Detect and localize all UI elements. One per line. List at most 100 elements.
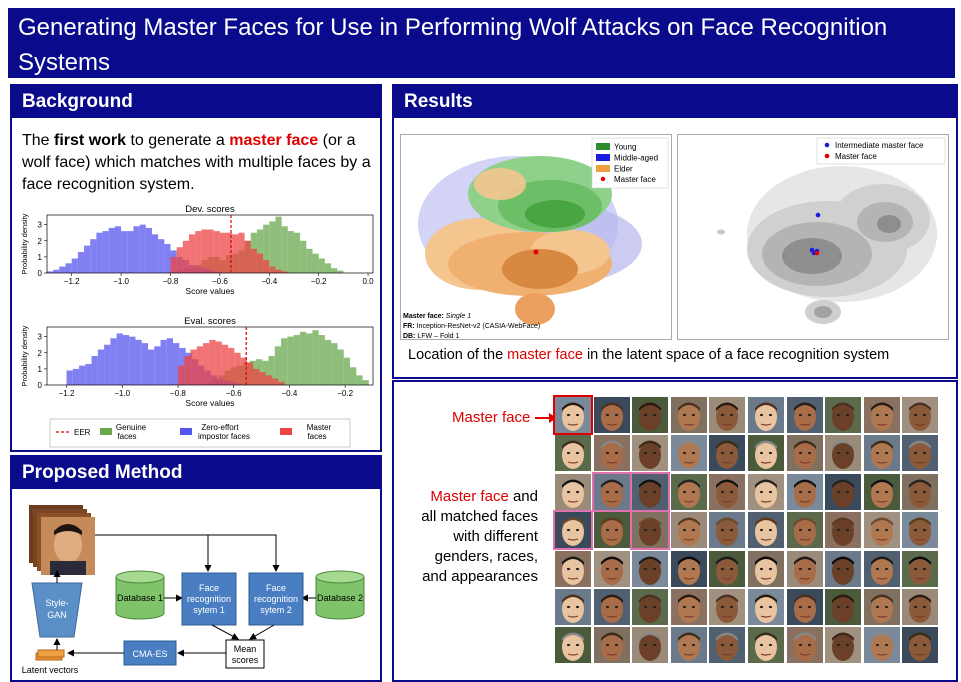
frs1-l2: recognition [187,594,231,604]
histogram-bar [196,346,204,385]
histogram-bar [145,227,152,273]
stylegan-label-1: Style- [45,598,68,608]
mean-l2: scores [232,655,259,665]
histogram-bar [312,330,319,385]
histogram-bar [79,365,86,385]
matched-faces-description: Master face and all matched faces with d… [421,488,538,585]
histogram-bar [240,357,247,385]
matched-face-thumbnail [786,435,823,472]
histogram-bar [281,271,288,273]
x-tick-label: −0.8 [163,277,179,286]
histogram-bar [129,336,136,385]
histogram-bar [96,232,103,273]
y-tick-label: 2 [38,237,43,246]
histogram-bar [141,343,149,385]
matched-face-thumbnail [748,473,784,510]
matched-faces-grid [553,395,942,667]
histogram-bar [228,347,235,385]
histogram-bar [184,356,191,385]
method-heading: Proposed Method [12,457,380,489]
bg-text-post: (or a wolf face) which matches with mult… [22,132,371,193]
matched-face-thumbnail [748,550,784,587]
matched-face-thumbnail [863,473,900,510]
info-master: Master face: Single 1 [403,313,471,320]
legend-intermediate: Intermediate master face [835,141,924,150]
x-tick-label: −0.4 [282,389,298,398]
mean-l1: Mean [234,644,257,654]
y-tick-label: 2 [38,349,43,358]
matched-face-thumbnail [786,627,823,664]
face-recognition-system-1: Face recognition sytem 1 [181,572,237,626]
histogram-bar [324,263,332,273]
histogram-bar [234,352,241,385]
results-panel: Results Young Middle-aged Elder Master f… [392,84,958,379]
histogram-bar [133,226,140,273]
x-axis-label: Score values [185,398,234,408]
histogram-bar [104,344,111,385]
poster-title: Generating Master Faces for Use in Perfo… [8,8,955,78]
matched-face-thumbnail [593,589,630,625]
histogram-bar [59,266,66,273]
matched-face-thumbnail [709,627,746,664]
matched-face-thumbnail [709,473,746,510]
bg-text-mid: to generate a [126,132,230,149]
grid-master-face-label: Master face [452,409,531,426]
matched-face-thumbnail [670,589,707,625]
matched-face-thumbnail [593,397,630,433]
x-tick-label: −1.2 [59,389,75,398]
latent-label: Latent vectors [22,665,79,675]
histogram-bar [306,248,313,273]
legend-middle-aged: Middle-aged [614,154,658,163]
matched-face-thumbnail [555,550,591,587]
x-axis-label: Score values [185,286,234,296]
histogram-bar [189,234,196,273]
histogram-bar [275,269,282,273]
matched-face-thumbnail [670,512,707,549]
histogram-bar [66,370,73,385]
x-tick-label: −0.6 [226,389,242,398]
matched-face-highlight [553,510,593,551]
histogram-bar [85,364,92,385]
histogram-bar [250,248,257,273]
age-legend: Young Middle-aged Elder Master face [591,137,669,189]
matched-face-thumbnail [863,397,900,433]
database-2-label: Database 2 [317,593,363,603]
x-tick-label: −0.8 [170,389,186,398]
histogram-bar [337,349,344,385]
histogram-bar [331,343,338,385]
matched-face-thumbnail [863,589,900,625]
legend-young: Young [614,143,636,152]
bg-text-pre: The [22,132,55,149]
histogram-bar [154,346,161,385]
matched-face-thumbnail [670,397,707,433]
matched-face-thumbnail [593,435,630,472]
histogram-bar [232,234,239,273]
latent-space-age-plot: Young Middle-aged Elder Master face Mast… [400,134,672,340]
chart-title: Eval. scores [184,316,236,327]
latent-space-optimization-plot: Intermediate master face Master face [677,134,949,340]
dev-scores-chart: Dev. scores −1.2 −1.0 −0.8 −0.6 −0.4 −0.2 0.0 0 1… [20,204,374,448]
histogram-bar [102,231,109,273]
latent-caption-master-face: master face [507,347,583,363]
matched-face-thumbnail [555,397,591,433]
matched-face-thumbnail [632,397,669,433]
histogram-bar [201,229,208,273]
matched-face-thumbnail [786,397,823,433]
histogram-bar [269,221,276,273]
master-face-highlight [553,395,593,435]
background-panel: Background The first work to generate a … [10,84,382,452]
matched-face-thumbnail [593,627,630,664]
matched-face-thumbnail [670,473,707,510]
bg-text-bold: first work [54,132,127,149]
legend-elder: Elder [614,165,633,174]
histogram-bar [253,368,260,385]
chart-title: Dev. scores [185,204,235,215]
histogram-bar [121,231,128,273]
matched-face-thumbnail [748,627,784,664]
histogram-bar [170,256,177,273]
matched-face-thumbnail [902,627,939,664]
y-axis-label: Probability density [20,325,29,386]
histogram-legend: EER Genuine faces Zero-effort impostor f… [49,418,351,448]
matched-face-thumbnail [863,512,900,549]
plot-frame [46,326,374,386]
